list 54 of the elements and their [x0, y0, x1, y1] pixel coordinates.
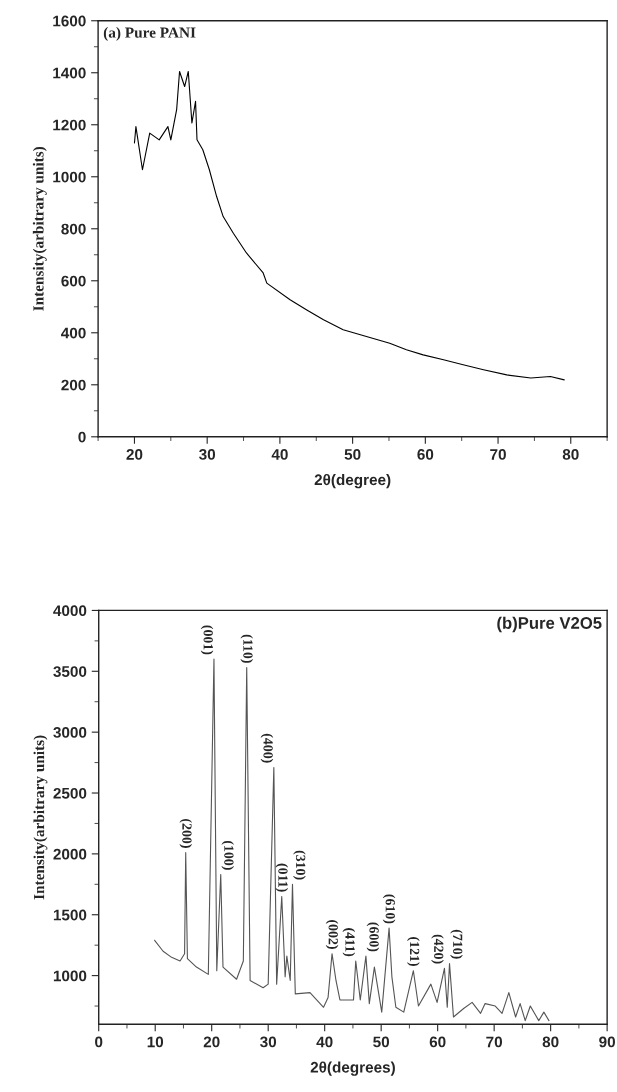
y-tick-label: 200	[61, 379, 86, 391]
x-tick-label: 80	[562, 449, 579, 460]
annotation: (411)	[342, 928, 356, 957]
annotation: (b)Pure V2O5	[497, 616, 602, 633]
annotation: (310)	[293, 850, 306, 880]
y-tick-label: 2000	[53, 848, 87, 860]
x-tick-label: 60	[429, 1036, 446, 1048]
y-tick-label: 600	[61, 275, 86, 287]
y-tick-label: 4000	[53, 605, 87, 617]
x-tick-label: 20	[203, 1036, 220, 1048]
y-tick-label: 1600	[53, 15, 86, 27]
y-tick-label: 0	[78, 431, 86, 443]
y-tick-label: 3000	[53, 727, 87, 738]
annotation: (100)	[221, 840, 234, 870]
y-tick-label: 2500	[53, 787, 87, 799]
line-series	[133, 70, 565, 381]
annotation: (710)	[450, 929, 463, 959]
y-tick-label: 3500	[53, 666, 87, 677]
annotation: (610)	[382, 894, 396, 924]
annotation: (002)	[325, 920, 339, 949]
y-tick-label: 800	[61, 223, 86, 235]
annotation: (110)	[240, 634, 254, 663]
x-tick-label: 50	[344, 449, 361, 460]
y-axis-title: Intensity(arbitrary units)	[32, 146, 47, 311]
x-tick-label: 30	[260, 1036, 277, 1048]
x-tick-label: 10	[147, 1036, 164, 1048]
x-tick-label: 90	[599, 1036, 615, 1048]
x-tick-label: 50	[373, 1036, 390, 1048]
x-tick-label: 70	[486, 1036, 503, 1048]
annotation: (011)	[275, 863, 289, 892]
y-tick-label: 1000	[53, 171, 86, 183]
y-tick-label: 400	[61, 327, 86, 339]
y-tick-label: 1200	[53, 119, 86, 131]
x-tick-label: 20	[126, 449, 143, 460]
x-tick-label: 0	[95, 1036, 103, 1048]
x-tick-label: 30	[199, 449, 216, 460]
annotation: (600)	[366, 922, 380, 952]
x-tick-label: 80	[542, 1036, 559, 1048]
y-tick-label: 1400	[53, 67, 86, 79]
annotation: (001)	[200, 625, 214, 655]
x-axis-title: 2θ(degrees)	[310, 1061, 395, 1076]
annotation: (121)	[407, 937, 420, 966]
y-tick-label: 1000	[53, 970, 87, 982]
x-axis-title: 2θ(degree)	[314, 473, 391, 489]
annotation: (a) Pure PANI	[103, 26, 196, 41]
x-tick-label: 40	[316, 1036, 333, 1048]
x-tick-label: 40	[271, 449, 288, 460]
annotation: (420)	[431, 934, 444, 964]
annotation: (400)	[260, 733, 274, 763]
y-tick-label: 1500	[53, 909, 87, 921]
y-axis-title: Intensity(arbitrary units)	[33, 735, 48, 900]
x-tick-label: 60	[417, 449, 434, 460]
x-tick-label: 70	[490, 449, 506, 460]
annotation: (200)	[179, 819, 193, 848]
